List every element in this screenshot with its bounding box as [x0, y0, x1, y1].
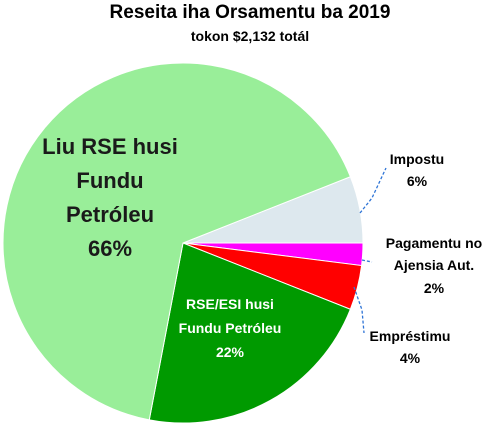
pie-slice: [2, 62, 352, 421]
value-label: 22%: [215, 343, 245, 360]
slice-label: Empréstimu 4%: [360, 325, 460, 370]
leader-line: [361, 259, 373, 263]
slice-label: Liu RSE husi Fundu Petróleu 66%: [30, 130, 190, 266]
slice-label: Pagamentu no Ajensia Aut. 2%: [368, 232, 500, 299]
value-label: 6%: [406, 173, 428, 190]
value-label: 66%: [87, 236, 133, 262]
chart-title: Reseita iha Orsamentu ba 2019: [109, 2, 391, 23]
slice-label: RSE/ESI husi Fundu Petróleu 22%: [175, 293, 285, 364]
slice-label: Impostu 6%: [372, 148, 462, 193]
category-label: Impostu: [389, 151, 445, 167]
leader-lines: [353, 167, 387, 334]
category-label: Pagamentu no Ajensia Aut.: [385, 235, 483, 274]
category-label: Liu RSE husi Fundu Petróleu: [42, 134, 178, 228]
category-label: Empréstimu: [369, 328, 451, 344]
leader-line: [359, 167, 387, 214]
value-label: 2%: [423, 279, 445, 296]
value-label: 4%: [399, 350, 421, 367]
slices: [2, 62, 364, 424]
category-label: RSE/ESI husi Fundu Petróleu: [178, 296, 282, 336]
pie-slice: [148, 242, 352, 424]
chart-subtitle: tokon $2,132 totál: [190, 28, 310, 44]
